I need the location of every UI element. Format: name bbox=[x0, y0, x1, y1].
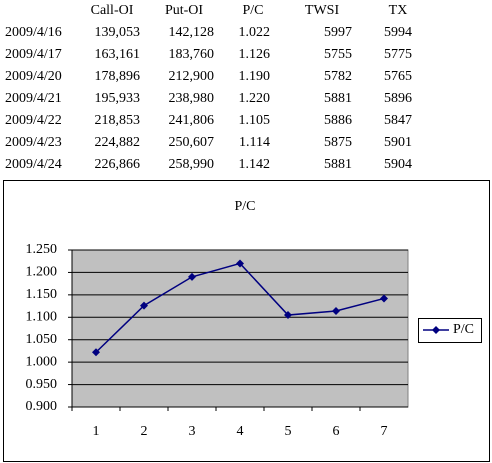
table-cell: 1.114 bbox=[239, 135, 270, 150]
table-cell: 5904 bbox=[384, 157, 412, 172]
table-cell: 2009/4/21 bbox=[5, 91, 62, 106]
table-cell: 250,607 bbox=[169, 135, 215, 150]
table-cell: 2009/4/17 bbox=[5, 47, 62, 62]
table-cell: 5881 bbox=[324, 157, 352, 172]
marker bbox=[92, 348, 100, 357]
marker bbox=[284, 311, 292, 320]
table-cell: 5896 bbox=[384, 91, 412, 106]
table-cell: 5875 bbox=[324, 135, 352, 150]
table-cell: 2009/4/23 bbox=[5, 135, 62, 150]
table-cell: 2009/4/16 bbox=[5, 25, 62, 40]
x-tick-label: 5 bbox=[285, 424, 292, 439]
table-cell: 5886 bbox=[324, 113, 352, 128]
table-cell: 183,760 bbox=[169, 47, 215, 62]
table-cell: 1.022 bbox=[239, 25, 271, 40]
marker bbox=[332, 307, 340, 316]
y-tick-label: 1.150 bbox=[26, 287, 58, 302]
y-tick-label: 0.950 bbox=[26, 377, 58, 392]
table-cell: 1.220 bbox=[239, 91, 271, 106]
table-cell: 2009/4/22 bbox=[5, 113, 62, 128]
legend-label: P/C bbox=[453, 322, 474, 337]
column-header: TWSI bbox=[305, 3, 340, 18]
table-cell: 2009/4/24 bbox=[5, 157, 62, 172]
table-cell: 5847 bbox=[384, 113, 412, 128]
table-cell: 2009/4/20 bbox=[5, 69, 62, 84]
plot-area bbox=[71, 249, 409, 408]
marker bbox=[188, 272, 196, 281]
column-header: Put-OI bbox=[165, 3, 203, 18]
table-cell: 1.190 bbox=[239, 69, 271, 84]
marker bbox=[380, 294, 388, 303]
x-tick-label: 1 bbox=[93, 424, 100, 439]
table-cell: 1.142 bbox=[239, 157, 271, 172]
table-cell: 1.105 bbox=[239, 113, 271, 128]
column-header: TX bbox=[389, 3, 408, 18]
legend-marker bbox=[432, 326, 440, 334]
legend-box bbox=[418, 318, 482, 343]
y-tick-label: 1.200 bbox=[26, 265, 58, 280]
y-tick-label: 1.050 bbox=[26, 332, 58, 347]
x-tick-label: 6 bbox=[333, 424, 340, 439]
table-cell: 5997 bbox=[324, 25, 352, 40]
y-tick-label: 0.900 bbox=[26, 399, 58, 414]
table-cell: 238,980 bbox=[169, 91, 215, 106]
marker bbox=[140, 301, 148, 310]
x-tick-label: 3 bbox=[189, 424, 196, 439]
table-cell: 218,853 bbox=[95, 113, 141, 128]
table-cell: 195,933 bbox=[95, 91, 141, 106]
column-header: Call-OI bbox=[91, 3, 134, 18]
x-tick-label: 7 bbox=[381, 424, 388, 439]
table-cell: 1.126 bbox=[239, 47, 271, 62]
x-tick-label: 4 bbox=[237, 424, 244, 439]
table-cell: 5782 bbox=[324, 69, 352, 84]
table-cell: 5881 bbox=[324, 91, 352, 106]
table-cell: 163,161 bbox=[95, 47, 141, 62]
table-cell: 5755 bbox=[324, 47, 352, 62]
table-cell: 139,053 bbox=[95, 25, 141, 40]
table-cell: 241,806 bbox=[169, 113, 215, 128]
chart-title: P/C bbox=[234, 199, 255, 214]
table-cell: 5775 bbox=[384, 47, 412, 62]
table-cell: 258,990 bbox=[169, 157, 215, 172]
marker bbox=[236, 259, 244, 268]
y-tick-label: 1.000 bbox=[26, 354, 58, 369]
column-header: P/C bbox=[242, 3, 263, 18]
table-cell: 142,128 bbox=[169, 25, 215, 40]
table-cell: 212,900 bbox=[169, 69, 215, 84]
table-cell: 5994 bbox=[384, 25, 412, 40]
y-tick-label: 1.250 bbox=[26, 242, 58, 257]
table-cell: 5901 bbox=[384, 135, 412, 150]
table-cell: 178,896 bbox=[95, 69, 141, 84]
table-cell: 5765 bbox=[384, 69, 412, 84]
y-tick-label: 1.100 bbox=[26, 310, 58, 325]
table-cell: 226,866 bbox=[95, 157, 141, 172]
table-cell: 224,882 bbox=[95, 135, 141, 150]
x-tick-label: 2 bbox=[141, 424, 148, 439]
